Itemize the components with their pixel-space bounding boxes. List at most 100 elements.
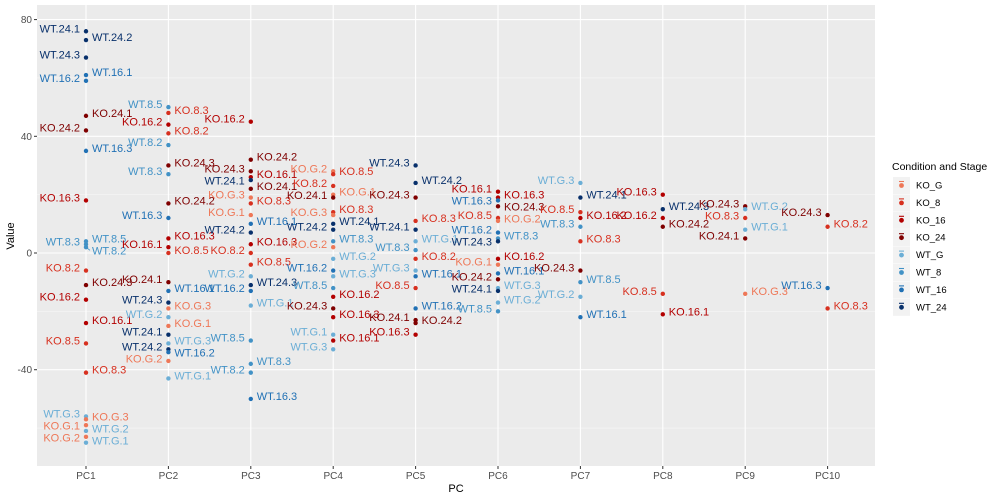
legend: Condition and Stage KO_G KO_8 KO_16 KO_24 WT… (892, 161, 987, 316)
point-label: KO.16.2 (204, 114, 244, 126)
x-axis-title: PC (448, 483, 463, 495)
legend-key-point (899, 287, 904, 293)
point-label: KO.8.2 (293, 178, 327, 190)
data-point (413, 320, 418, 326)
point-label: WT.G.3 (43, 408, 80, 420)
data-point (166, 122, 171, 127)
plot-panel (37, 5, 875, 466)
point-label: WT.24.1 (204, 175, 244, 187)
data-point (495, 300, 501, 305)
point-label: KO.8.5 (174, 245, 208, 257)
data-point (495, 198, 501, 203)
x-tick-label: PC7 (571, 471, 591, 482)
data-point (83, 422, 89, 428)
data-point (166, 104, 171, 110)
data-point (248, 195, 253, 200)
data-point (248, 201, 253, 206)
data-point (83, 128, 89, 133)
point-label: KO.8.3 (834, 300, 868, 312)
point-label: KO.16.2 (339, 289, 379, 301)
legend-label: KO_G (916, 181, 942, 192)
point-label: KO.G.3 (751, 286, 788, 298)
point-label: WT.16.1 (92, 67, 132, 79)
legend-label: WT_16 (916, 285, 947, 296)
point-label: KO.16.3 (616, 187, 656, 199)
point-label: WT.16.3 (92, 143, 132, 155)
legend-label: WT_G (916, 250, 943, 261)
data-point (495, 218, 501, 224)
point-label: KO.16.1 (92, 315, 132, 327)
data-point (83, 440, 89, 445)
data-point (248, 221, 253, 227)
y-tick-label: 40 (21, 132, 33, 143)
point-label: KO.16.2 (586, 210, 626, 222)
point-label: WT.8.3 (257, 356, 291, 368)
point-label: WT.8.3 (339, 233, 373, 245)
data-point (248, 242, 253, 247)
data-point (166, 300, 171, 305)
data-point (166, 288, 171, 294)
data-point (83, 148, 89, 154)
point-label: KO.8.5 (375, 280, 409, 292)
data-point (743, 227, 748, 232)
data-point (248, 212, 253, 218)
point-label: WT.16.1 (257, 216, 297, 228)
point-label: WT.8.2 (211, 365, 245, 377)
points-layer (83, 29, 830, 445)
point-label: WT.16.1 (504, 265, 544, 277)
data-point (248, 230, 253, 235)
point-label: KO.G.2 (43, 432, 80, 444)
point-label: KO.24.3 (287, 300, 327, 312)
point-label: KO.24.1 (699, 230, 739, 242)
data-point (660, 207, 665, 212)
data-point (166, 341, 171, 346)
x-tick-label: PC8 (653, 471, 673, 482)
point-label: WT.8.3 (540, 219, 574, 231)
point-label: KO.8.3 (257, 195, 291, 207)
point-label: KO.16.3 (174, 230, 214, 242)
y-tick-label: -40 (18, 365, 33, 376)
data-point (743, 207, 748, 212)
point-label: WT.8.5 (128, 99, 162, 111)
point-label: WT.G.3 (504, 280, 541, 292)
data-point (166, 236, 171, 241)
data-point (495, 262, 501, 267)
point-label: WT.G.3 (339, 268, 376, 280)
point-label: KO.G.2 (291, 239, 328, 251)
point-label: KO.8.5 (339, 166, 373, 178)
point-label: WT.G.1 (422, 233, 459, 245)
data-point (578, 294, 583, 299)
data-point (495, 256, 501, 262)
data-point (331, 306, 336, 311)
point-label: KO.G.1 (339, 187, 376, 199)
point-label: WT.24.3 (369, 157, 409, 169)
legend-key-point (899, 217, 904, 223)
point-label: KO.16.1 (452, 184, 492, 196)
point-label: KO.16.3 (40, 192, 80, 204)
x-tick-label: PC10 (815, 471, 840, 482)
data-point (413, 306, 418, 311)
data-point (166, 350, 171, 355)
grid-minor (37, 77, 875, 429)
data-point (83, 297, 89, 302)
data-point (413, 256, 418, 262)
data-point (166, 215, 171, 221)
point-label: KO.24.1 (257, 181, 297, 193)
data-point (248, 396, 253, 402)
point-label: WT.24.2 (287, 222, 327, 234)
point-label: WT.24.1 (122, 327, 162, 339)
data-point (166, 323, 171, 329)
point-label: KO.G.2 (504, 214, 541, 226)
point-label: WT.8.5 (293, 280, 327, 292)
point-label: KO.24.1 (92, 108, 132, 120)
data-point (248, 262, 253, 267)
point-label: KO.8.3 (422, 213, 456, 225)
x-axis-ticks: PC1 PC2 PC3 PC4 PC5 PC6 PC7 PC8 PC9 PC10 (76, 466, 841, 482)
point-label: KO.24.2 (422, 315, 462, 327)
point-label: WT.24.1 (452, 283, 492, 295)
data-point (166, 131, 171, 136)
data-point (83, 282, 89, 288)
data-point (331, 294, 336, 299)
data-point (660, 215, 665, 221)
